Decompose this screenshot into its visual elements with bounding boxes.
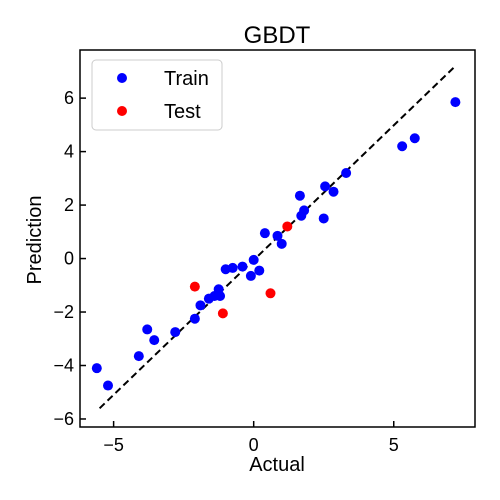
train-point xyxy=(142,324,153,335)
train-point xyxy=(237,261,248,272)
train-point xyxy=(299,205,310,216)
train-point xyxy=(320,181,331,192)
x-tick-label: 0 xyxy=(249,435,259,455)
train-point xyxy=(248,254,259,265)
legend-label-test: Test xyxy=(164,101,201,123)
train-point xyxy=(245,270,256,281)
x-axis-title: Actual xyxy=(249,454,305,476)
train-point xyxy=(397,141,408,152)
legend-marker-test xyxy=(117,106,127,116)
train-point xyxy=(272,230,283,241)
plot-area: −5 0 5 −6 −4 −2 0 2 4 6 xyxy=(53,49,476,455)
chart-title: GBDT xyxy=(244,22,311,49)
train-point xyxy=(318,213,329,224)
x-tick-label: 5 xyxy=(389,435,399,455)
train-point xyxy=(189,313,200,324)
y-tick-label: 6 xyxy=(64,88,74,108)
y-tick-label: −6 xyxy=(53,409,74,429)
y-tick-label: −2 xyxy=(53,302,74,322)
test-point xyxy=(282,221,293,232)
legend-marker-train xyxy=(117,73,127,83)
test-point xyxy=(217,308,228,319)
train-point xyxy=(227,262,238,273)
train-point xyxy=(276,238,287,249)
train-point xyxy=(170,327,181,338)
y-tick-label: 4 xyxy=(64,142,74,162)
train-point xyxy=(215,290,226,301)
train-point xyxy=(195,300,206,311)
y-axis-title: Prediction xyxy=(24,196,46,285)
train-point xyxy=(328,186,339,197)
train-point xyxy=(294,190,305,201)
legend-label-train: Train xyxy=(164,68,209,90)
train-point xyxy=(409,133,420,144)
y-tick-label: −4 xyxy=(53,356,74,376)
test-point xyxy=(265,288,276,299)
y-tick-label: 2 xyxy=(64,195,74,215)
test-point xyxy=(189,281,200,292)
y-tick-label: 0 xyxy=(64,249,74,269)
train-point xyxy=(341,167,352,178)
plot-frame xyxy=(79,49,476,428)
x-tick-label: −5 xyxy=(103,435,124,455)
train-point xyxy=(259,228,270,239)
train-point xyxy=(450,97,461,108)
train-point xyxy=(133,351,144,362)
train-point xyxy=(103,380,114,391)
train-point xyxy=(254,265,265,276)
train-point xyxy=(91,363,102,374)
legend: Train Test xyxy=(91,59,223,131)
train-point xyxy=(149,335,160,346)
